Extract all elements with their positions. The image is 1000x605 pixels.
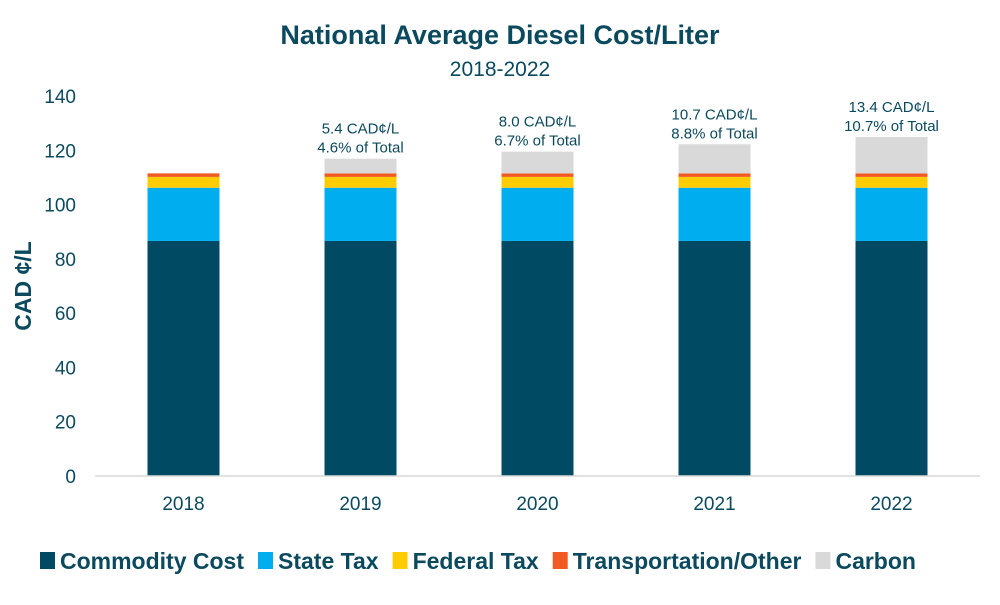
bar-carbon-2019 <box>324 158 397 174</box>
data-label-percent: 8.8% of Total <box>671 125 757 142</box>
bar-federal-tax-2020 <box>501 176 574 188</box>
x-tick-label: 2022 <box>870 494 912 515</box>
legend-swatch <box>392 552 408 569</box>
x-tick-label: 2018 <box>162 494 204 515</box>
bar-transportation-other-2018 <box>147 173 220 177</box>
bar-state-tax-2019 <box>324 187 397 241</box>
chart-title: National Average Diesel Cost/Liter <box>280 20 720 50</box>
data-label-percent: 6.7% of Total <box>494 133 580 150</box>
bar-commodity-cost-2021 <box>678 240 751 476</box>
y-axis-label: CAD ¢/L <box>10 241 36 330</box>
bar-commodity-cost-2018 <box>147 240 220 476</box>
y-tick-label: 120 <box>44 141 76 162</box>
data-label-value: 13.4 CAD¢/L <box>849 99 935 116</box>
x-tick-label: 2020 <box>516 494 558 515</box>
x-tick-label: 2021 <box>693 494 735 515</box>
legend-item-transportation-other: Transportation/Other <box>552 548 802 574</box>
legend-label: Transportation/Other <box>573 548 802 574</box>
data-label-percent: 10.7% of Total <box>844 118 939 135</box>
bar-carbon-2020 <box>501 151 574 174</box>
legend-label: Commodity Cost <box>60 548 244 574</box>
bar-state-tax-2020 <box>501 187 574 241</box>
bar-carbon-2022 <box>855 136 928 174</box>
y-tick-label: 80 <box>55 250 76 271</box>
bar-transportation-other-2022 <box>855 173 928 177</box>
legend-item-state-tax: State Tax <box>258 548 379 574</box>
legend-swatch <box>815 552 831 569</box>
bar-commodity-cost-2022 <box>855 240 928 476</box>
legend-item-federal-tax: Federal Tax <box>392 548 539 574</box>
bar-federal-tax-2021 <box>678 176 751 188</box>
bar-commodity-cost-2019 <box>324 240 397 476</box>
y-tick-label: 100 <box>44 196 76 217</box>
legend-item-carbon: Carbon <box>815 548 916 574</box>
y-tick-label: 0 <box>65 467 76 488</box>
legend-swatch <box>258 552 273 569</box>
bar-federal-tax-2018 <box>147 176 220 188</box>
data-label-value: 8.0 CAD¢/L <box>499 114 577 131</box>
chart-subtitle: 2018-2022 <box>450 58 550 81</box>
bar-transportation-other-2019 <box>324 173 397 177</box>
y-tick-label: 20 <box>55 413 76 434</box>
bar-transportation-other-2020 <box>501 173 574 177</box>
data-label-percent: 4.6% of Total <box>317 140 403 157</box>
bar-state-tax-2021 <box>678 187 751 241</box>
y-tick-label: 140 <box>44 87 76 108</box>
legend-item-commodity-cost: Commodity Cost <box>40 548 244 574</box>
bar-state-tax-2022 <box>855 187 928 241</box>
legend-swatch <box>552 552 568 569</box>
y-tick-label: 60 <box>55 304 76 325</box>
bar-federal-tax-2019 <box>324 176 397 188</box>
data-label-value: 10.7 CAD¢/L <box>672 106 758 123</box>
bar-commodity-cost-2020 <box>501 240 574 476</box>
legend-label: Federal Tax <box>413 548 539 574</box>
legend-label: Carbon <box>835 548 916 574</box>
bar-carbon-2021 <box>678 144 751 174</box>
data-label-value: 5.4 CAD¢/L <box>322 121 400 138</box>
legend-swatch <box>40 552 55 569</box>
legend-label: State Tax <box>278 548 379 574</box>
x-tick-label: 2019 <box>339 494 381 515</box>
bar-transportation-other-2021 <box>678 173 751 177</box>
bar-federal-tax-2022 <box>855 176 928 188</box>
y-tick-label: 40 <box>55 358 76 379</box>
bar-state-tax-2018 <box>147 187 220 241</box>
